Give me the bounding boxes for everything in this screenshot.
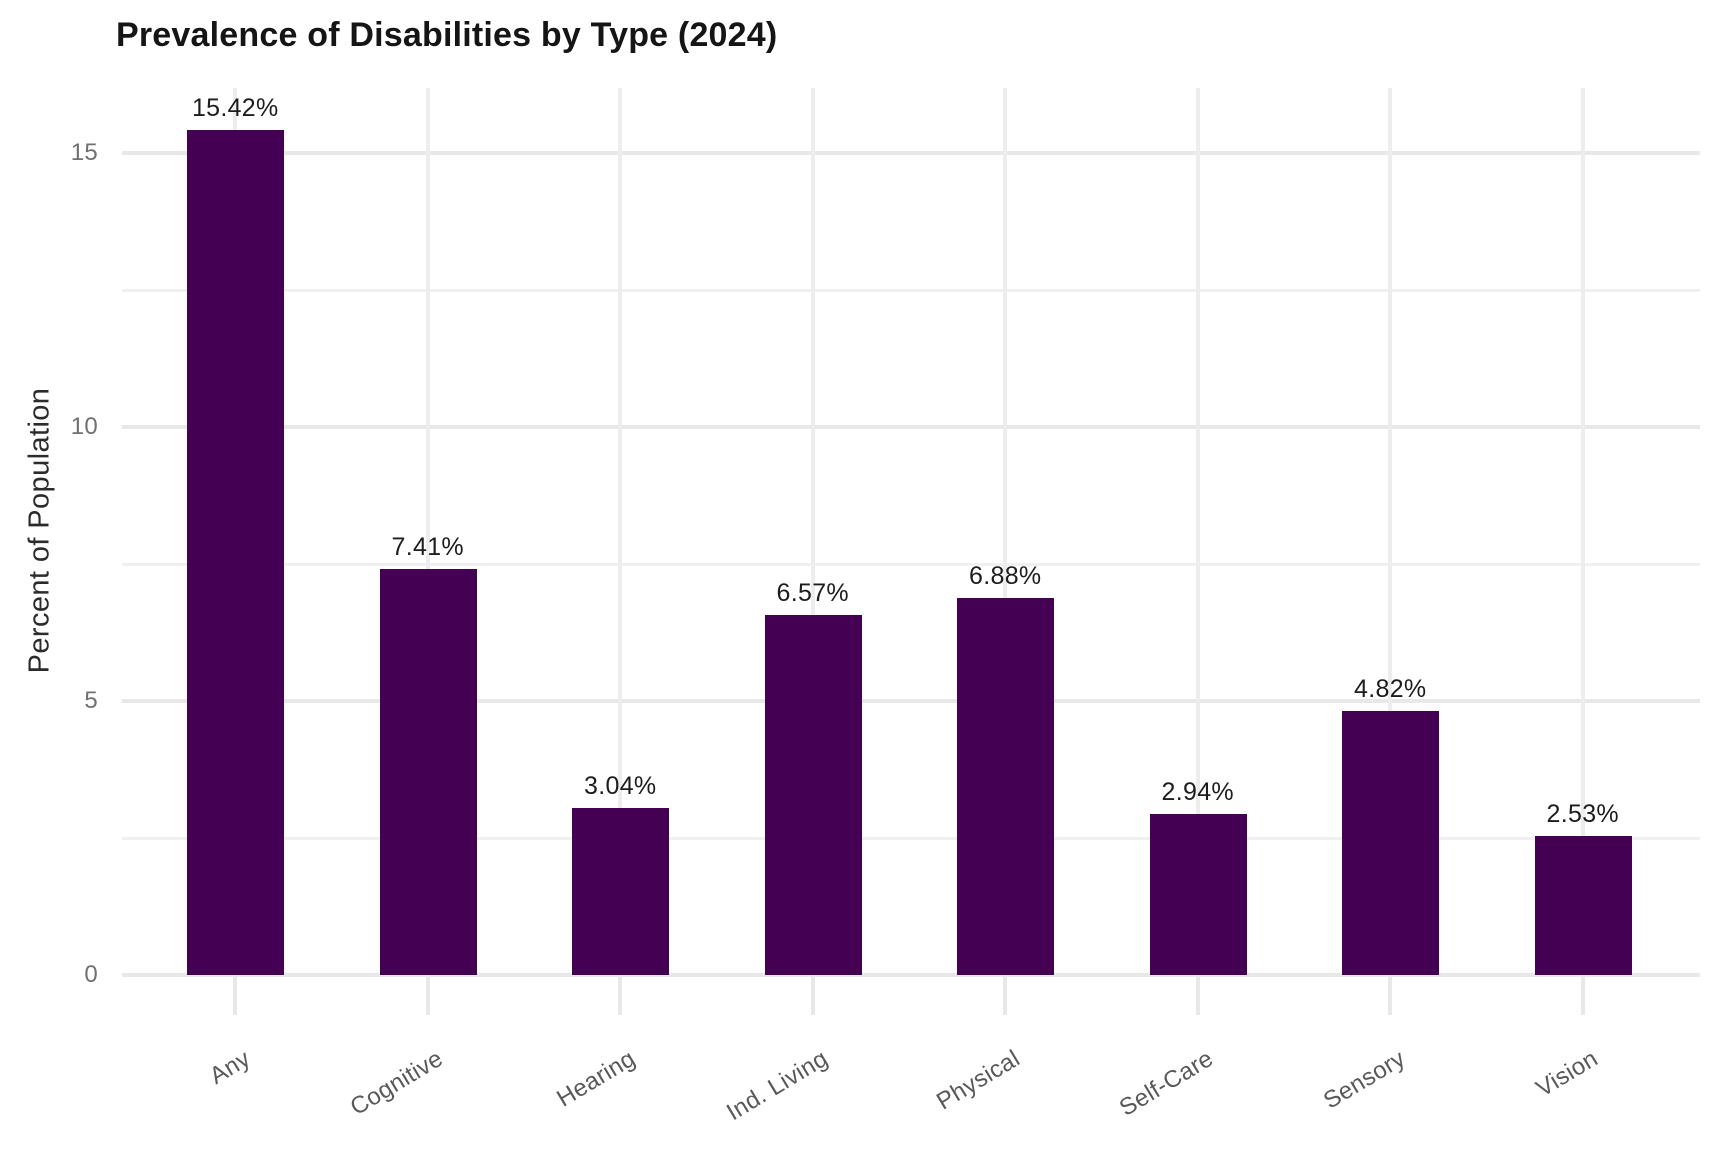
gridline-vertical <box>1195 88 1200 975</box>
bar-physical <box>957 597 1055 975</box>
gridline-vertical <box>1580 88 1585 975</box>
x-tick-label: Sensory <box>1318 1045 1411 1115</box>
bar-value-label: 6.88% <box>969 561 1042 590</box>
gridline-vertical <box>425 88 430 975</box>
x-axis-tick <box>233 977 238 1015</box>
bar-sensory <box>1342 710 1440 975</box>
gridline-vertical <box>1388 88 1393 975</box>
x-axis-line <box>122 973 1700 977</box>
bar-vision <box>1534 836 1632 975</box>
gridline-vertical <box>1003 88 1008 975</box>
y-tick-label: 15 <box>70 139 98 166</box>
x-axis-tick <box>425 977 430 1015</box>
bar-value-label: 15.42% <box>191 93 279 122</box>
x-axis-tick <box>1388 977 1393 1015</box>
bar-slot: 2.94% Self-Care <box>1102 88 1295 1122</box>
bar-value-label: 6.57% <box>776 578 849 607</box>
chart-title: Prevalence of Disabilities by Type (2024… <box>116 16 778 54</box>
x-tick-label: Cognitive <box>345 1045 448 1122</box>
x-axis-tick <box>1195 977 1200 1015</box>
bar-value-label: 2.94% <box>1161 777 1234 806</box>
bar-slot: 6.88% Physical <box>909 88 1102 1115</box>
bar-self-care <box>1149 813 1247 975</box>
bar-slot: 3.04% Hearing <box>524 88 717 1113</box>
bar-any <box>187 129 285 975</box>
x-tick-label: Physical <box>932 1045 1026 1116</box>
y-tick-label: 5 <box>84 687 98 714</box>
x-axis-tick <box>618 977 623 1015</box>
bar-value-label: 4.82% <box>1354 674 1427 703</box>
x-axis-tick <box>1580 977 1585 1015</box>
gridline-vertical <box>618 88 623 975</box>
bar-slot: 6.57% Ind. Living <box>717 88 910 1126</box>
x-tick-label: Hearing <box>552 1045 641 1113</box>
bar-slot: 2.53% Vision <box>1487 88 1680 1103</box>
x-tick-label: Ind. Living <box>722 1045 833 1127</box>
gridline-minor <box>122 837 1700 840</box>
bar-value-label: 7.41% <box>391 532 464 561</box>
bar-cognitive <box>379 568 477 975</box>
plot-area: 15.42% Any 7.41% Cognitive 3.04% Hearing 6.57%… <box>122 88 1700 1126</box>
bar-slot: 7.41% Cognitive <box>332 88 525 1121</box>
x-axis-tick <box>1003 977 1008 1015</box>
bar-slot: 4.82% Sensory <box>1294 88 1487 1115</box>
x-tick-label: Vision <box>1531 1045 1603 1103</box>
y-axis-tick-labels: 0 5 10 15 <box>0 88 98 988</box>
bar-hearing <box>572 808 670 975</box>
x-axis-tick <box>810 977 815 1015</box>
y-tick-label: 0 <box>84 961 98 988</box>
gridline-major <box>122 699 1700 703</box>
bar-slot: 15.42% Any <box>139 88 332 1090</box>
gridline-minor <box>122 563 1700 566</box>
bar-value-label: 2.53% <box>1546 800 1619 829</box>
gridline-major <box>122 151 1700 155</box>
gridline-minor <box>122 289 1700 292</box>
gridline-major <box>122 425 1700 429</box>
bar-value-label: 3.04% <box>584 772 657 801</box>
x-tick-label: Any <box>205 1045 256 1090</box>
x-tick-label: Self-Care <box>1114 1045 1218 1122</box>
bar-slots: 15.42% Any 7.41% Cognitive 3.04% Hearing 6.57%… <box>139 88 1680 1126</box>
y-tick-label: 10 <box>70 413 98 440</box>
gridline-vertical <box>810 88 815 975</box>
bar-ind-living <box>764 614 862 975</box>
